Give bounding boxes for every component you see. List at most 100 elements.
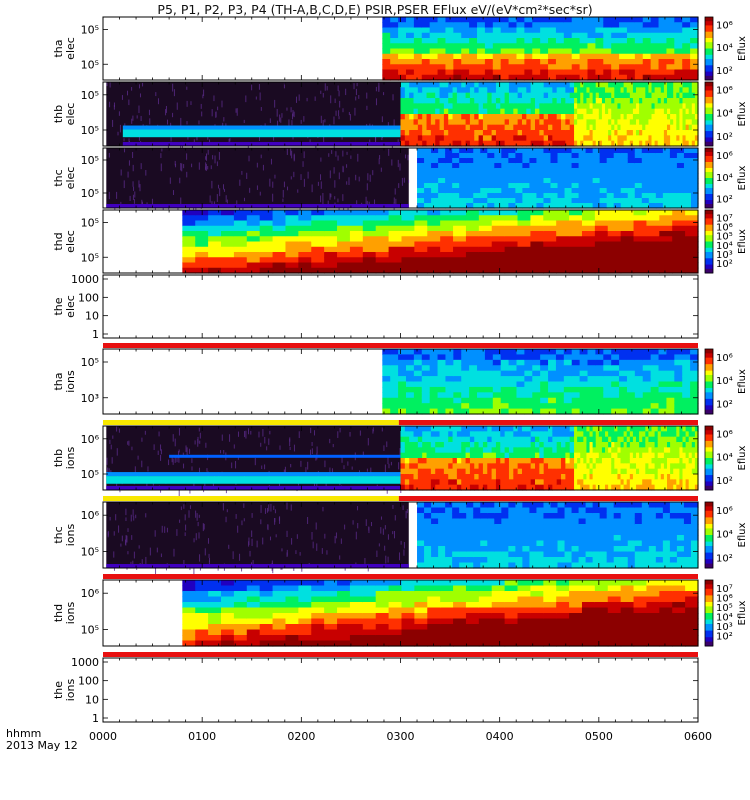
- colorbar: 10⁶ 10⁴ 10² Eflux: [704, 16, 748, 81]
- y-tick-label: 1000: [71, 656, 99, 669]
- colorbar-tick-label: 10⁴: [716, 241, 733, 252]
- colorbar-tick-label: 10²: [716, 476, 733, 487]
- spectrogram-segment: [106, 426, 402, 497]
- spectrogram-segment: [417, 502, 699, 569]
- colorbar-label: Eflux: [737, 445, 748, 470]
- mode-bar-segment: [103, 574, 698, 579]
- y-tick-label: 10⁵: [81, 217, 99, 230]
- mode-bar-segment: [103, 496, 399, 501]
- colorbar-tick-label: 10²: [716, 553, 733, 564]
- colorbar-tick-label: 10⁴: [716, 530, 733, 541]
- colorbar: 10⁶ 10⁴ 10² Eflux: [704, 147, 748, 209]
- spectrogram-segment: [106, 502, 409, 575]
- panel-label: thb: [52, 105, 65, 123]
- colorbar-label: Eflux: [737, 101, 748, 126]
- spectrogram-segment: [106, 82, 401, 154]
- y-tick-label: 10⁵: [81, 24, 99, 37]
- spectrogram-segment: [382, 349, 699, 415]
- colorbar-tick-label: 10²: [716, 400, 733, 411]
- mode-bar-segment: [398, 420, 698, 425]
- panel-thc-ions: 10⁶ 10⁵ thc ions 10⁶ 10⁴ 10² Eflux: [52, 501, 748, 575]
- panel-the-ions: 1000 100 10 1 the ions: [52, 656, 699, 725]
- colorbar: 10⁶ 10⁴ 10² Eflux: [704, 425, 748, 491]
- colorbar-tick-label: 10⁶: [716, 506, 733, 517]
- y-tick-label: 100: [78, 675, 99, 688]
- colorbar-tick-label: 10⁶: [716, 353, 733, 364]
- mode-bar: [103, 343, 698, 348]
- colorbar-tick-label: 10²: [716, 66, 733, 77]
- colorbar-tick-label: 10³: [716, 622, 733, 633]
- y-tick-label: 1: [92, 328, 99, 341]
- colorbar-label: Eflux: [737, 165, 748, 190]
- colorbar-tick-label: 10⁴: [716, 43, 733, 54]
- spectrogram-segment: [182, 210, 699, 274]
- spectrogram-segment: [106, 148, 410, 214]
- spectrogram-segment: [574, 82, 699, 147]
- panel-label: thd: [52, 604, 65, 622]
- spectrogram-segment: [400, 426, 575, 491]
- colorbar-tick-label: 10⁷: [716, 584, 733, 595]
- colorbar-label: Eflux: [737, 369, 748, 394]
- y-tick-label: 10⁶: [81, 587, 100, 600]
- colorbar-tick-label: 10⁵: [716, 603, 733, 614]
- panel-thb-elec: 10⁵ 10⁵ thb elec 10⁶ 10⁴ 10² Eflux: [52, 81, 748, 154]
- colorbar-tick-label: 10²: [716, 194, 733, 205]
- y-tick-label: 10⁵: [81, 89, 99, 102]
- colorbar-tick-label: 10⁶: [716, 151, 733, 162]
- mode-bar-segment: [103, 343, 698, 348]
- x-tick-label: 0500: [585, 730, 613, 743]
- colorbar-tick-label: 10⁷: [716, 214, 733, 225]
- panel-label: ions: [64, 446, 77, 469]
- panel-thb-ions: 10⁶ 10⁵ thb ions 10⁶ 10⁴ 10² Eflux: [52, 425, 748, 497]
- x-tick-label: 0000: [89, 730, 117, 743]
- colorbar-tick-label: 10⁶: [716, 86, 733, 97]
- mode-bar-segment: [398, 496, 698, 501]
- panel-label: elec: [64, 230, 77, 253]
- x-tick-label: 0300: [387, 730, 415, 743]
- y-tick-label: 10⁶: [81, 433, 100, 446]
- colorbar-tick-label: 10⁴: [716, 173, 733, 184]
- colorbar-tick-label: 10³: [716, 250, 733, 261]
- panel-label: thd: [52, 232, 65, 250]
- y-tick-label: 10³: [81, 392, 99, 405]
- panel-label: thc: [52, 169, 65, 186]
- y-tick-label: 10⁵: [81, 356, 99, 369]
- panel-label: thb: [52, 449, 65, 467]
- y-tick-label: 10⁵: [81, 154, 99, 167]
- spectrogram-segment: [182, 580, 699, 647]
- colorbar-label: Eflux: [737, 522, 748, 547]
- panel-label: the: [52, 297, 65, 315]
- colorbar-tick-label: 10⁵: [716, 232, 733, 243]
- panel-label: ions: [64, 523, 77, 546]
- mode-bar: [103, 420, 698, 425]
- panel-tha-ions: 10⁵ 10³ tha ions 10⁶ 10⁴ 10² Eflux: [52, 348, 748, 415]
- panel-label: elec: [64, 103, 77, 126]
- colorbar-tick-label: 10⁴: [716, 109, 733, 120]
- panel-label: ions: [64, 678, 77, 701]
- colorbar: 10⁶ 10⁴ 10² Eflux: [704, 348, 748, 415]
- x-tick-label: 0200: [287, 730, 315, 743]
- mode-bar-segment: [103, 420, 399, 425]
- x-tick-label: 0100: [188, 730, 216, 743]
- y-tick-label: 10⁵: [81, 468, 99, 481]
- colorbar-label: Eflux: [737, 600, 748, 625]
- panel-label: tha: [52, 372, 65, 390]
- panel-label: tha: [52, 39, 65, 57]
- spectrogram-segment: [400, 82, 575, 147]
- colorbar-tick-label: 10⁴: [716, 612, 733, 623]
- mode-bar: [103, 652, 698, 657]
- y-tick-label: 1000: [71, 273, 99, 286]
- mode-bar: [103, 496, 698, 501]
- colorbar-tick-label: 10²: [716, 259, 733, 270]
- date-label: 2013 May 12: [6, 739, 78, 752]
- panel-label: thc: [52, 526, 65, 543]
- colorbar-tick-label: 10²: [716, 132, 733, 143]
- y-tick-label: 10: [85, 693, 99, 706]
- colorbar: 10⁶ 10⁴ 10² Eflux: [704, 501, 748, 569]
- colorbar-tick-label: 10⁶: [716, 593, 733, 604]
